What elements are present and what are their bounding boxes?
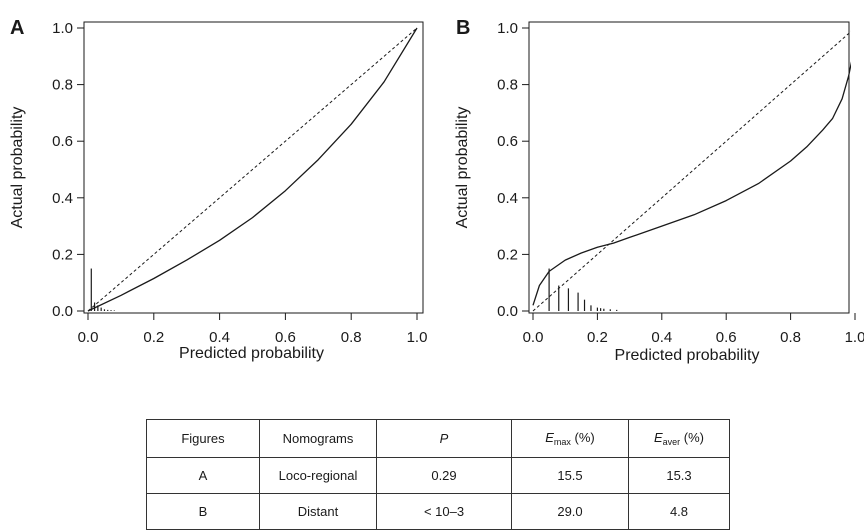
y-tick-label: 0.0 [52, 303, 73, 320]
x-tick-label: 0.8 [341, 329, 362, 346]
calibration-curve [532, 61, 851, 306]
x-tick-label: 0.2 [143, 329, 164, 346]
table-cell: B [146, 493, 260, 530]
x-tick-label: 1.0 [845, 329, 864, 346]
x-tick-label: 0.0 [78, 329, 99, 346]
x-tick-label: 0.0 [523, 329, 544, 346]
panel-label: A [10, 17, 24, 39]
calibration-curve [87, 27, 418, 312]
plot-frame [83, 21, 424, 314]
y-tick-label: 0.6 [497, 133, 518, 150]
table-cell: A [146, 457, 260, 494]
y-axis-title: Actual probability [454, 107, 471, 229]
calibration-summary-table: Figures Nomograms P Emax (%) Eaver (%) A… [146, 419, 730, 530]
header-eaver-symbol: E [653, 430, 663, 445]
x-tick-label: 1.0 [407, 329, 428, 346]
header-eaver-subscript: aver [662, 437, 681, 447]
y-tick-label: 0.4 [497, 190, 518, 207]
y-tick-label: 0.0 [497, 303, 518, 320]
y-tick-label: 1.0 [497, 20, 518, 37]
ideal-diagonal-line [532, 30, 851, 312]
plot-frame [528, 21, 850, 314]
header-emax-unit: (%) [570, 430, 595, 445]
table-cell: 15.5 [511, 457, 629, 494]
y-axis-title: Actual probability [9, 107, 26, 229]
header-eaver: Eaver (%) [628, 419, 730, 458]
x-axis-title: Predicted probability [179, 345, 324, 362]
y-tick-label: 0.2 [52, 246, 73, 263]
table-cell: 29.0 [511, 493, 629, 530]
y-tick-label: 0.2 [497, 246, 518, 263]
table-cell: Distant [259, 493, 377, 530]
y-tick-label: 0.8 [497, 77, 518, 94]
x-tick-label: 0.4 [209, 329, 230, 346]
panel-label: B [456, 17, 470, 39]
header-emax-symbol: E [545, 430, 554, 445]
calibration-panel-b: B 0.0 0.2 0.4 0.6 0.8 1.0 0.0 0.2 0.4 0.6 0.8 1.0 Pre… [454, 17, 864, 364]
header-eaver-unit: (%) [680, 430, 705, 445]
x-tick-label: 0.4 [651, 329, 672, 346]
x-tick-label: 0.2 [587, 329, 608, 346]
table-row: B Distant < 10–3 29.0 4.8 [146, 493, 730, 530]
x-tick-label: 0.8 [780, 329, 801, 346]
x-tick-label: 0.6 [275, 329, 296, 346]
y-tick-label: 0.8 [52, 77, 73, 94]
x-tick-label: 0.6 [716, 329, 737, 346]
table-cell: 15.3 [628, 457, 730, 494]
calibration-panel-a: A 0.0 0.2 0.4 0.6 0.8 1.0 0.0 0.2 0.4 0.6 0.8 1.0 Pre… [9, 17, 427, 362]
table-cell: Loco-regional [259, 457, 377, 494]
ideal-diagonal-line [87, 27, 418, 312]
y-tick-label: 0.6 [52, 133, 73, 150]
table-header-row: Figures Nomograms P Emax (%) Eaver (%) [146, 419, 730, 458]
table-cell: 0.29 [376, 457, 512, 494]
table-cell: 4.8 [628, 493, 730, 530]
y-tick-label: 1.0 [52, 20, 73, 37]
y-tick-label: 0.4 [52, 190, 73, 207]
header-emax-subscript: max [553, 437, 571, 447]
table-row: A Loco-regional 0.29 15.5 15.3 [146, 457, 730, 494]
header-emax: Emax (%) [511, 419, 629, 458]
header-figures: Figures [146, 419, 260, 458]
x-axis-title: Predicted probability [615, 347, 760, 364]
table-cell: < 10–3 [376, 493, 512, 530]
header-nomograms: Nomograms [259, 419, 377, 458]
header-p: P [376, 419, 512, 458]
